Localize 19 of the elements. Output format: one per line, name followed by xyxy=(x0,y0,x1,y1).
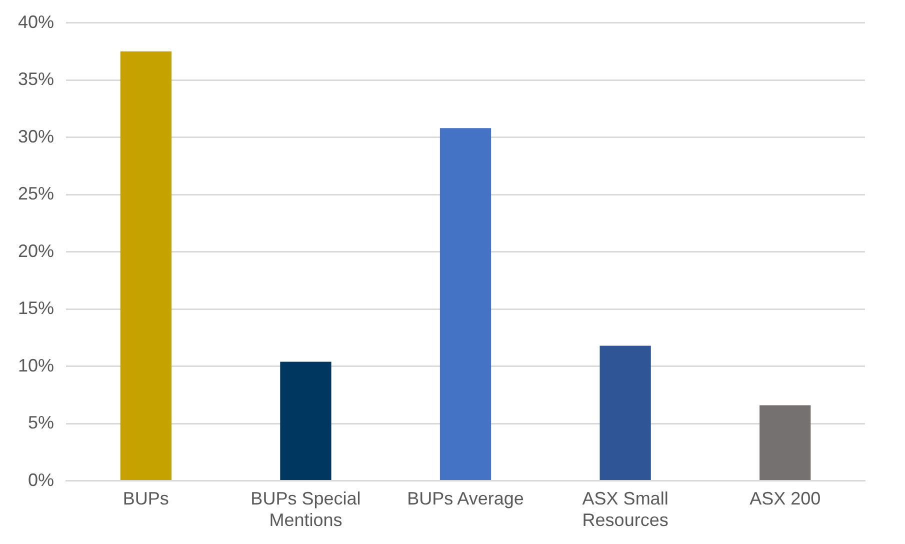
y-tick-label: 5% xyxy=(28,412,54,433)
x-tick-label: BUPs xyxy=(122,488,169,509)
bar xyxy=(760,405,811,480)
y-tick-label: 40% xyxy=(18,12,54,32)
bar xyxy=(600,346,651,480)
bar xyxy=(280,362,332,480)
y-tick-label: 0% xyxy=(28,470,54,490)
x-tick-label: ASX 200 xyxy=(750,488,821,509)
y-tick-label: 25% xyxy=(18,184,54,204)
x-tick-label: ASX Small Resources xyxy=(582,488,668,530)
bar xyxy=(120,51,172,480)
y-tick-label: 15% xyxy=(18,298,54,318)
bar xyxy=(440,128,492,480)
y-tick-label: 20% xyxy=(18,240,54,261)
y-tick-label: 35% xyxy=(18,69,54,90)
y-tick-label: 10% xyxy=(18,355,54,376)
x-tick-label: BUPs Average xyxy=(407,488,524,509)
x-tick-label: BUPs Special Mentions xyxy=(250,488,361,530)
y-tick-label: 30% xyxy=(18,126,54,146)
